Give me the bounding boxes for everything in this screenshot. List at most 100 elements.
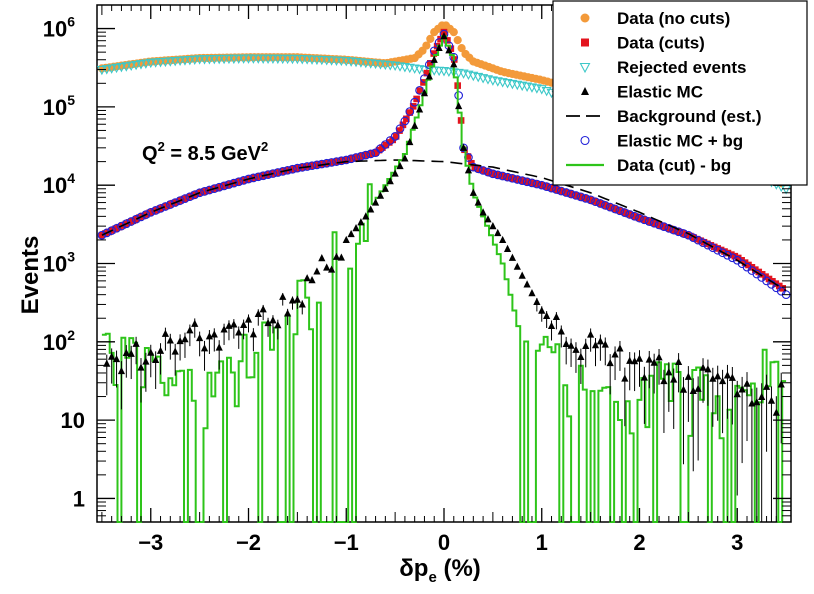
rejected-events-point (179, 56, 190, 66)
elastic-mc-bg-point (571, 191, 581, 200)
elastic-mc-bg-point (151, 206, 160, 215)
elastic-mc-point (313, 267, 321, 275)
data-cuts-point (502, 173, 509, 181)
elastic-mc-bg-point (224, 180, 234, 189)
elastic-mc-point (631, 357, 639, 365)
elastic-mc-point (440, 32, 448, 40)
data-cuts-point (584, 195, 591, 203)
elastic-mc-bg-point (708, 243, 718, 253)
elastic-mc-point (499, 235, 507, 244)
rejected-events-point (219, 54, 230, 65)
elastic-mc-point (108, 352, 116, 360)
elastic-mc-point (235, 328, 243, 336)
rejected-events-point (175, 56, 186, 67)
data-cuts-point (673, 227, 680, 235)
y-tick-label: 103 (43, 249, 75, 277)
data-cuts-point (327, 159, 335, 166)
y-tick-label: 1 (73, 486, 85, 511)
data-cuts-point (416, 87, 424, 94)
elastic-mc-point (200, 344, 209, 352)
elastic-mc-bg-point (674, 227, 683, 237)
elastic-mc-bg-point (121, 219, 131, 229)
elastic-mc-point (191, 319, 199, 327)
rejected-events-point (140, 59, 151, 69)
elastic-mc-bg-point (244, 174, 253, 184)
elastic-mc-point (406, 137, 414, 146)
rejected-events-point (131, 60, 142, 71)
elastic-mc-bg-point (630, 211, 639, 221)
data-cuts-point (218, 183, 225, 190)
elastic-mc-point (655, 353, 663, 361)
legend-box (552, 0, 808, 186)
data-cuts-point (669, 226, 677, 234)
elastic-mc-point (665, 368, 673, 376)
elastic-mc-bg-point (640, 215, 649, 225)
x-tick-label: 0 (438, 530, 450, 555)
data-cuts-point (687, 232, 694, 240)
data-cuts-point (344, 156, 352, 163)
elastic-mc-point (616, 344, 624, 352)
elastic-mc-point (567, 341, 575, 349)
elastic-mc-point (728, 373, 736, 381)
elastic-mc-point (186, 326, 194, 334)
data-cuts-point (570, 191, 578, 199)
series-elastic-mc (103, 32, 785, 522)
elastic-mc-point (171, 347, 179, 355)
rejected-events-point (96, 65, 107, 76)
elastic-mc-point (445, 46, 453, 54)
elastic-mc-bg-point (302, 162, 312, 171)
background-est-curve (101, 159, 787, 292)
elastic-mc-point (621, 374, 629, 382)
data-cuts-point (385, 139, 393, 146)
y-tick-label: 10 (61, 408, 85, 433)
elastic-mc-bg-point (131, 214, 141, 224)
elastic-mc-point (362, 212, 370, 220)
data-cuts-point (372, 149, 379, 156)
elastic-mc-point (430, 55, 438, 63)
data-cuts-point (293, 164, 301, 172)
elastic-mc-point (420, 88, 429, 97)
elastic-mc-bg-point (390, 132, 400, 141)
elastic-mc-point (772, 408, 780, 416)
elastic-mc-bg-point (102, 228, 112, 238)
data-cuts-point (235, 178, 243, 186)
elastic-mc-point (210, 330, 218, 338)
elastic-mc-point (645, 355, 653, 363)
legend-label: Data (cuts) (617, 34, 705, 53)
elastic-mc-point (577, 352, 585, 360)
elastic-mc-point (137, 363, 145, 371)
elastic-mc-point (274, 320, 282, 329)
elastic-mc-point (352, 224, 360, 232)
elastic-mc-bg-point (361, 150, 371, 160)
x-tick-label: −1 (334, 530, 359, 555)
elastic-mc-bg-point (542, 182, 551, 192)
elastic-mc-bg-point (625, 210, 635, 219)
elastic-mc-bg-point (615, 206, 625, 216)
data-cuts-point (731, 252, 739, 260)
data-cuts-point (587, 196, 595, 204)
rejected-events-point (170, 56, 181, 67)
data-cuts-point (550, 185, 557, 193)
elastic-mc-point (596, 337, 604, 345)
elastic-mc-bg-point (180, 194, 190, 204)
elastic-mc-point (704, 365, 712, 373)
elastic-mc-point (230, 320, 238, 328)
elastic-mc-point (533, 297, 541, 305)
rejected-events-point (321, 56, 332, 66)
elastic-mc-bg-point (517, 176, 527, 185)
elastic-mc-bg-point (620, 208, 630, 217)
elastic-mc-point (376, 191, 385, 199)
elastic-mc-point (714, 372, 722, 380)
elastic-mc-point (640, 373, 648, 381)
data-cuts-point (618, 208, 626, 215)
elastic-mc-point (733, 390, 741, 398)
rejected-events-point (434, 66, 445, 77)
data-cuts-point (656, 221, 663, 229)
elastic-mc-point (386, 177, 394, 185)
rejected-events-point (184, 55, 195, 66)
elastic-mc-point (777, 380, 785, 388)
data-cuts-point (403, 115, 410, 123)
data-cuts-point (765, 275, 773, 283)
legend-swatch-marker (580, 135, 590, 146)
elastic-mc-point (660, 376, 668, 385)
